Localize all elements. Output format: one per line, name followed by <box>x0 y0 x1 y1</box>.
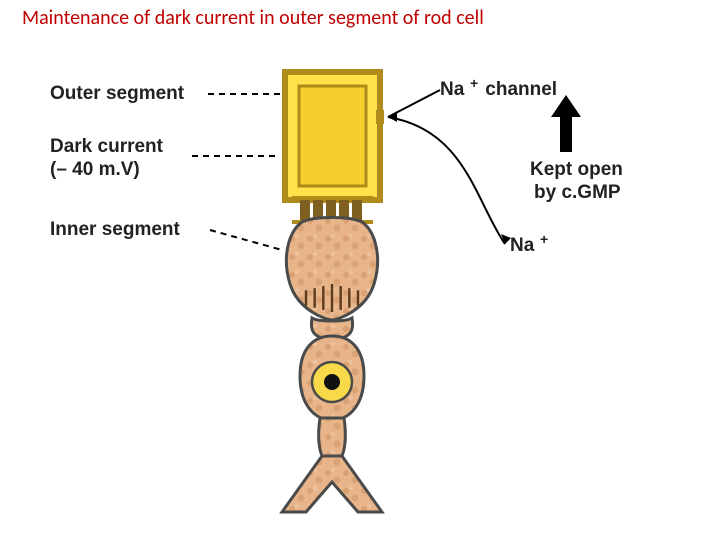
rod-cell-diagram <box>0 0 720 540</box>
